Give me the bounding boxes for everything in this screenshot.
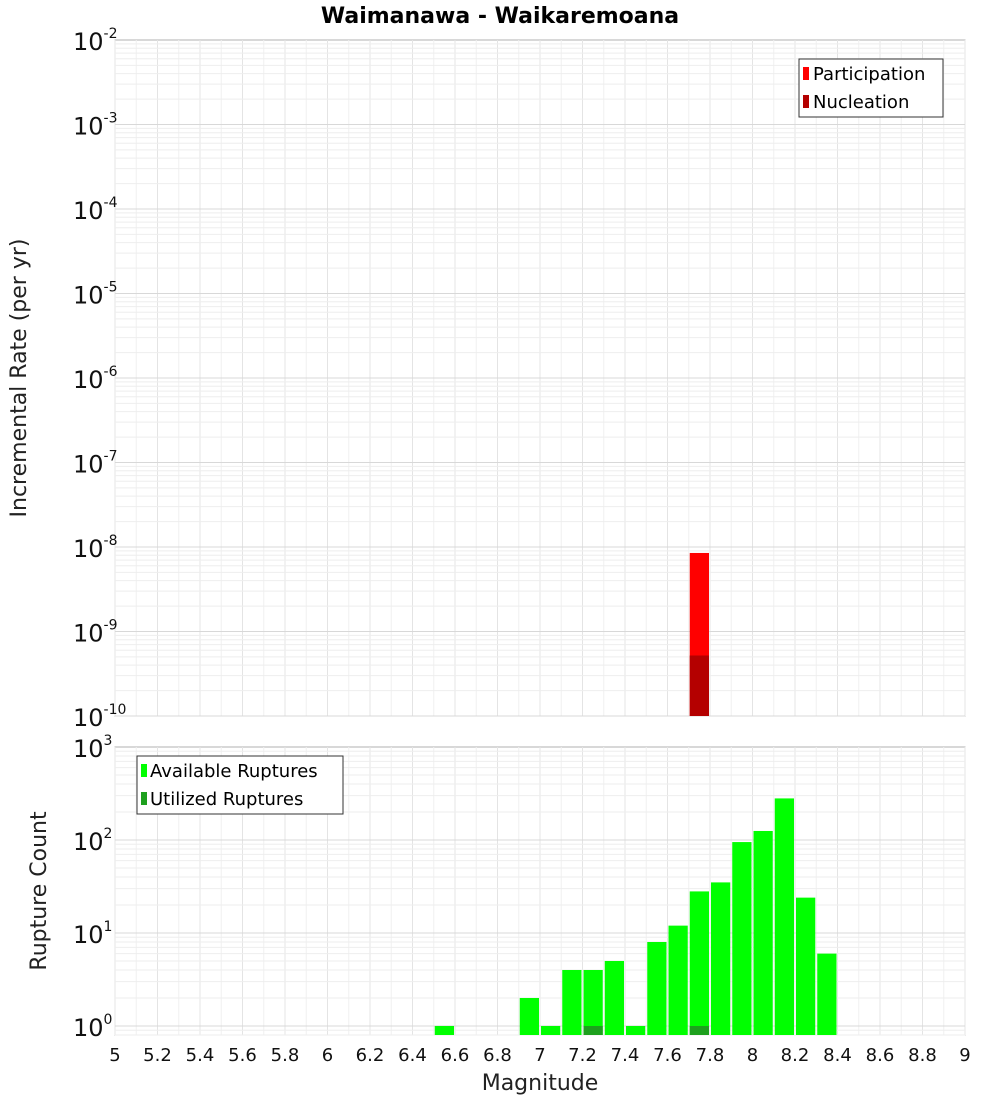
count-plot: 103 102 101 100 5 5.2 5.4 5.6 5.8 6 6.2 6.4 6.6 6.8 7…: [27, 733, 971, 1096]
x-tick-label: 7.2: [568, 1045, 597, 1066]
rate-legend: Participation Nucleation: [798, 58, 944, 118]
nucleation-bar: [689, 655, 709, 716]
x-tick-label: 6.8: [483, 1045, 512, 1066]
x-tick-label: 8.4: [823, 1045, 852, 1066]
rate-y-tick-label: 10-3: [73, 111, 118, 141]
x-tick-label: 5.4: [186, 1045, 215, 1066]
rate-legend-box: [798, 58, 944, 118]
count-y-axis-label: Rupture Count: [27, 811, 52, 971]
count-y-tick-label: 100: [73, 1012, 112, 1042]
rate-y-ticks: 10-2 10-3 10-4 10-5 10-6 10-7 10-8 10-9 10-10: [73, 26, 126, 732]
count-bars: [434, 798, 837, 1035]
x-tick-label: 6.2: [356, 1045, 385, 1066]
x-tick-label: 5: [109, 1045, 120, 1066]
available-ruptures-bar: [732, 842, 752, 1035]
available-ruptures-bar: [541, 1025, 561, 1035]
rate-y-tick-label: 10-6: [73, 364, 118, 394]
count-legend: Available Ruptures Utilized Ruptures: [136, 755, 344, 815]
count-y-tick-label: 101: [73, 919, 112, 949]
x-tick-label: 7: [534, 1045, 545, 1066]
count-y-ticks: 103 102 101 100: [73, 733, 112, 1042]
x-tick-label: 8.6: [866, 1045, 895, 1066]
available-ruptures-bar: [583, 969, 603, 1035]
chart-title: Waimanawa - Waikaremoana: [321, 4, 679, 29]
x-tick-label: 6.4: [398, 1045, 427, 1066]
utilized-ruptures-bar: [583, 1025, 603, 1035]
x-tick-label: 5.2: [143, 1045, 172, 1066]
available-ruptures-bar: [647, 942, 667, 1035]
available-ruptures-bar: [626, 1025, 646, 1035]
x-tick-label: 8.2: [781, 1045, 810, 1066]
rate-y-tick-label: 10-5: [73, 280, 118, 310]
x-tick-label: 5.8: [271, 1045, 300, 1066]
rate-bars: [689, 552, 709, 716]
utilized-ruptures-bar: [689, 1025, 709, 1035]
available-ruptures-bar: [796, 897, 816, 1035]
nucleation-legend-label: Nucleation: [813, 92, 909, 113]
x-tick-label: 8: [747, 1045, 758, 1066]
utilized-ruptures-legend-label: Utilized Ruptures: [150, 789, 303, 810]
x-tick-label: 6: [322, 1045, 333, 1066]
rate-y-axis-label: Incremental Rate (per yr): [7, 239, 32, 518]
count-legend-box: [136, 755, 344, 815]
available-ruptures-bar: [562, 969, 582, 1035]
x-tick-label: 6.6: [441, 1045, 470, 1066]
utilized-ruptures-swatch: [141, 792, 147, 805]
magnitude-x-ticks: 5 5.2 5.4 5.6 5.8 6 6.2 6.4 6.6 6.8 7 7.2 7.4 7.6 7.8 8…: [109, 1045, 970, 1066]
x-tick-label: 9: [959, 1045, 970, 1066]
x-tick-label: 5.6: [228, 1045, 257, 1066]
rate-gridlines: [114, 40, 966, 717]
x-tick-label: 7.8: [696, 1045, 725, 1066]
available-ruptures-swatch: [141, 764, 147, 777]
rate-y-tick-label: 10-2: [73, 26, 118, 56]
rate-y-tick-label: 10-10: [73, 702, 126, 732]
count-y-tick-label: 102: [73, 826, 112, 856]
rate-y-tick-label: 10-9: [73, 618, 118, 648]
available-ruptures-bar: [689, 891, 709, 1035]
x-tick-label: 8.8: [908, 1045, 937, 1066]
rate-y-tick-label: 10-7: [73, 449, 118, 479]
available-ruptures-bar: [434, 1025, 454, 1035]
available-ruptures-bar: [711, 882, 731, 1035]
x-tick-label: 7.6: [653, 1045, 682, 1066]
available-ruptures-bar: [519, 997, 539, 1035]
available-ruptures-bar: [774, 798, 794, 1035]
available-ruptures-bar: [753, 830, 773, 1035]
count-y-tick-label: 103: [73, 733, 112, 763]
rate-y-tick-label: 10-8: [73, 533, 118, 563]
rate-plot: 10-2 10-3 10-4 10-5 10-6 10-7 10-8 10-9 10-10 In…: [7, 26, 966, 732]
participation-swatch: [803, 67, 809, 80]
available-ruptures-legend-label: Available Ruptures: [150, 761, 318, 782]
available-ruptures-bar: [668, 925, 688, 1035]
magnitude-x-axis-label: Magnitude: [482, 1071, 599, 1096]
participation-legend-label: Participation: [813, 64, 925, 85]
x-tick-label: 7.4: [611, 1045, 640, 1066]
nucleation-swatch: [803, 95, 809, 108]
available-ruptures-bar: [604, 960, 624, 1035]
available-ruptures-bar: [817, 953, 837, 1035]
rate-y-tick-label: 10-4: [73, 195, 118, 225]
